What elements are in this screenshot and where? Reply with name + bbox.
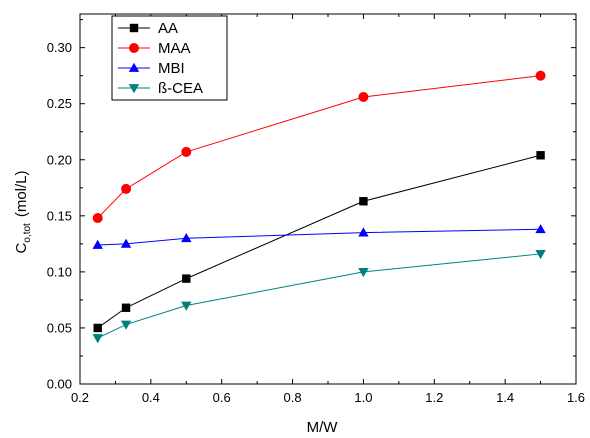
legend-label: MBI: [158, 60, 185, 77]
series-line: [97, 154, 541, 329]
legend-marker: [128, 84, 140, 94]
data-point: [536, 151, 545, 160]
data-point: [182, 274, 191, 283]
legend-item: ß-CEA: [118, 80, 203, 97]
y-tick-label: 0.10: [47, 264, 72, 279]
data-point: [359, 197, 368, 206]
x-tick-label: 1.4: [496, 390, 514, 405]
data-point: [358, 267, 369, 278]
y-axis-title-unit: (mol/L): [13, 171, 30, 218]
legend-item: MAA: [118, 40, 191, 57]
y-axis-title-subscript: o,tot: [22, 223, 33, 243]
legend-item: MBI: [118, 60, 185, 77]
y-axis-title: Co,tot (mol/L): [13, 171, 33, 254]
series--cea: [92, 250, 546, 344]
data-point: [93, 323, 102, 333]
data-point: [92, 334, 103, 344]
series-aa: [93, 151, 545, 333]
legend-marker: [129, 23, 139, 33]
data-point: [181, 301, 192, 311]
x-tick-label: 1.6: [567, 390, 585, 405]
legend-label: ß-CEA: [158, 80, 203, 97]
x-axis-title: M/W: [307, 419, 339, 436]
data-point: [181, 233, 192, 243]
data-point: [121, 183, 132, 194]
y-tick-label: 0.25: [47, 96, 72, 111]
x-tick-label: 0.4: [142, 390, 160, 405]
legend-marker: [129, 43, 139, 53]
y-tick-label: 0.00: [47, 377, 72, 392]
y-axis-title-main: C: [13, 242, 30, 253]
data-point: [535, 70, 546, 81]
data-point: [535, 250, 546, 260]
data-point: [358, 227, 369, 237]
data-point: [535, 224, 546, 234]
legend-label: AA: [158, 20, 178, 37]
y-tick-label: 0.20: [47, 152, 72, 167]
x-tick-label: 0.6: [213, 390, 231, 405]
series-line: [97, 253, 541, 339]
data-point: [92, 213, 103, 224]
legend: AA MAA MBI ß-CEA: [111, 15, 228, 101]
series-maa: [92, 70, 546, 224]
axes: 0.2 0.4 0.6 0.8 1.0 1.2 1.4 1.6 0.00 0.05 0.10 0.15…: [47, 14, 585, 405]
series-layer: [92, 70, 546, 344]
series-mbi: [92, 224, 546, 249]
x-tick-label: 0.8: [284, 390, 302, 405]
data-point: [121, 303, 131, 312]
legend-marker: [128, 62, 140, 72]
data-point: [358, 91, 369, 102]
y-tick-label: 0.30: [47, 40, 72, 55]
data-point: [120, 320, 132, 330]
x-tick-label: 0.2: [71, 390, 89, 405]
x-tick-label: 1.0: [354, 390, 372, 405]
legend-item: AA: [118, 20, 178, 37]
series-line: [97, 228, 541, 246]
data-point: [181, 146, 192, 157]
data-point: [92, 239, 103, 249]
legend-label: MAA: [158, 40, 191, 57]
x-tick-label: 1.2: [425, 390, 443, 405]
y-tick-label: 0.05: [47, 320, 72, 335]
data-point: [120, 238, 132, 248]
y-tick-label: 0.15: [47, 208, 72, 223]
